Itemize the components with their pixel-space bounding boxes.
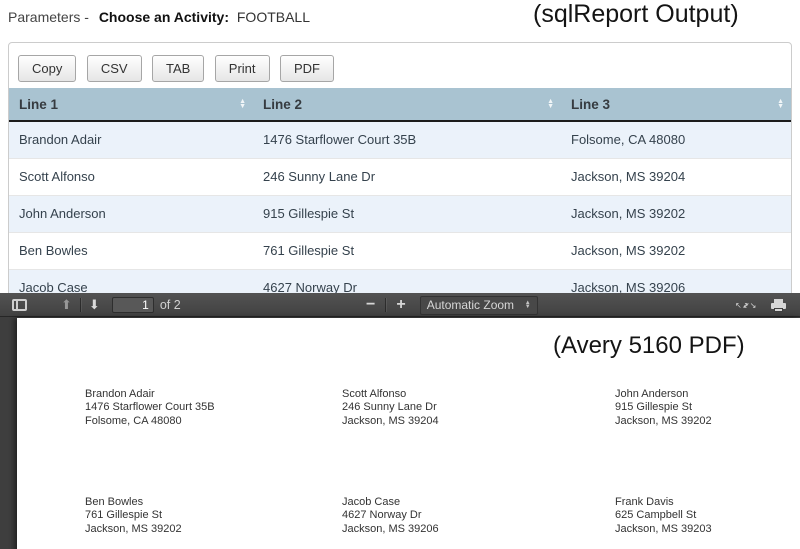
zoom-in-button[interactable]: + xyxy=(388,293,413,317)
pdf-viewer: ⬆ ⬇ of 2 − + Automatic Zoom ▲▼ xyxy=(0,293,800,549)
toggle-sidebar-button[interactable] xyxy=(6,293,33,317)
annotation-sqlreport-output: (sqlReport Output) xyxy=(533,0,739,28)
sort-icon[interactable]: ▲ ▼ xyxy=(777,98,784,110)
pdf-content-area[interactable]: (Avery 5160 PDF) Brandon Adair 1476 Starf… xyxy=(0,318,800,549)
column-header-line2[interactable]: Line 2 ▲ ▼ xyxy=(253,88,561,122)
fullscreen-icon: ↖↗ ↙↘ xyxy=(735,300,757,310)
annotation-avery-pdf: (Avery 5160 PDF) xyxy=(553,332,745,359)
address-label: Scott Alfonso 246 Sunny Lane Dr Jackson, M… xyxy=(342,388,439,427)
pdf-toolbar: ⬆ ⬇ of 2 − + Automatic Zoom ▲▼ xyxy=(0,293,800,317)
previous-page-button[interactable]: ⬆ xyxy=(55,293,78,317)
print-button[interactable]: Print xyxy=(214,55,270,82)
activity-value: FOOTBALL xyxy=(236,9,311,25)
report-table: Line 1 ▲ ▼ Line 2 ▲ ▼ Line 3 ▲ ▼ Brandon Ad… xyxy=(9,88,791,306)
pdf-page: (Avery 5160 PDF) Brandon Adair 1476 Starf… xyxy=(17,318,800,549)
address-label: John Anderson 915 Gillespie St Jackson, MS… xyxy=(615,388,712,427)
report-container: Copy CSV TAB Print PDF Line 1 ▲ ▼ Line 2 … xyxy=(8,42,792,308)
toolbar-divider xyxy=(385,298,387,312)
page-count-label: of 2 xyxy=(159,298,181,312)
address-label: Jacob Case 4627 Norway Dr Jackson, MS 3920… xyxy=(342,496,439,535)
activity-label: Choose an Activity: xyxy=(98,9,229,25)
presentation-mode-button[interactable]: ↖↗ ↙↘ xyxy=(729,293,757,317)
address-label: Ben Bowles 761 Gillespie St Jackson, MS 39… xyxy=(85,496,182,535)
printer-icon xyxy=(771,298,786,312)
csv-button[interactable]: CSV xyxy=(86,55,142,82)
pdf-button[interactable]: PDF xyxy=(279,55,334,82)
arrow-up-icon: ⬆ xyxy=(61,297,72,312)
chevron-up-down-icon: ▲ ▼ xyxy=(524,300,531,310)
table-row: Brandon Adair 1476 Starflower Court 35B … xyxy=(9,121,791,158)
parameters-label: Parameters - xyxy=(8,9,89,25)
export-button-row: Copy CSV TAB Print PDF xyxy=(18,55,791,82)
copy-button[interactable]: Copy xyxy=(18,55,77,82)
page-number-input[interactable] xyxy=(111,297,154,313)
address-label: Brandon Adair 1476 Starflower Court 35B Fo… xyxy=(85,388,215,427)
zoom-level-select[interactable]: Automatic Zoom ▲ ▼ xyxy=(419,295,538,315)
table-row: Ben Bowles 761 Gillespie St Jackson, MS … xyxy=(9,232,791,269)
zoom-out-button[interactable]: − xyxy=(358,293,383,317)
address-label: Frank Davis 625 Campbell St Jackson, MS 39… xyxy=(615,496,712,535)
table-header-row: Line 1 ▲ ▼ Line 2 ▲ ▼ Line 3 ▲ ▼ xyxy=(9,88,791,122)
tab-button[interactable]: TAB xyxy=(152,55,205,82)
table-row: Scott Alfonso 246 Sunny Lane Dr Jackson,… xyxy=(9,158,791,195)
parameters-header: Parameters - Choose an Activity: FOOTBAL… xyxy=(8,9,310,25)
column-header-line1[interactable]: Line 1 ▲ ▼ xyxy=(9,88,253,122)
sidebar-toggle-icon xyxy=(12,299,27,311)
print-pdf-button[interactable] xyxy=(765,293,792,317)
toolbar-divider xyxy=(79,298,81,312)
arrow-down-icon: ⬇ xyxy=(88,297,100,312)
column-header-line3[interactable]: Line 3 ▲ ▼ xyxy=(561,88,791,122)
sort-icon[interactable]: ▲ ▼ xyxy=(239,98,246,110)
next-page-button[interactable]: ⬇ xyxy=(83,293,106,317)
table-row: John Anderson 915 Gillespie St Jackson, … xyxy=(9,195,791,232)
sort-icon[interactable]: ▲ ▼ xyxy=(547,98,554,110)
